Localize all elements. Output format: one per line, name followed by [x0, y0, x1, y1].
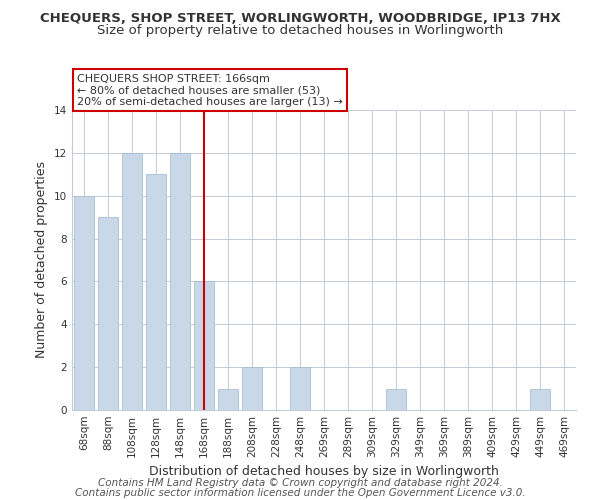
Text: Contains public sector information licensed under the Open Government Licence v3: Contains public sector information licen…	[74, 488, 526, 498]
Text: Contains HM Land Registry data © Crown copyright and database right 2024.: Contains HM Land Registry data © Crown c…	[98, 478, 502, 488]
Bar	[290, 367, 310, 410]
Bar	[386, 388, 406, 410]
Text: CHEQUERS, SHOP STREET, WORLINGWORTH, WOODBRIDGE, IP13 7HX: CHEQUERS, SHOP STREET, WORLINGWORTH, WOO…	[40, 12, 560, 26]
Text: Size of property relative to detached houses in Worlingworth: Size of property relative to detached ho…	[97, 24, 503, 37]
Bar	[218, 388, 238, 410]
Bar	[98, 217, 118, 410]
Bar	[146, 174, 166, 410]
Bar	[194, 282, 214, 410]
Y-axis label: Number of detached properties: Number of detached properties	[35, 162, 49, 358]
Bar	[242, 367, 262, 410]
Text: CHEQUERS SHOP STREET: 166sqm
← 80% of detached houses are smaller (53)
20% of se: CHEQUERS SHOP STREET: 166sqm ← 80% of de…	[77, 74, 343, 107]
Bar	[530, 388, 550, 410]
Bar	[74, 196, 94, 410]
Bar	[122, 153, 142, 410]
Bar	[170, 153, 190, 410]
X-axis label: Distribution of detached houses by size in Worlingworth: Distribution of detached houses by size …	[149, 466, 499, 478]
